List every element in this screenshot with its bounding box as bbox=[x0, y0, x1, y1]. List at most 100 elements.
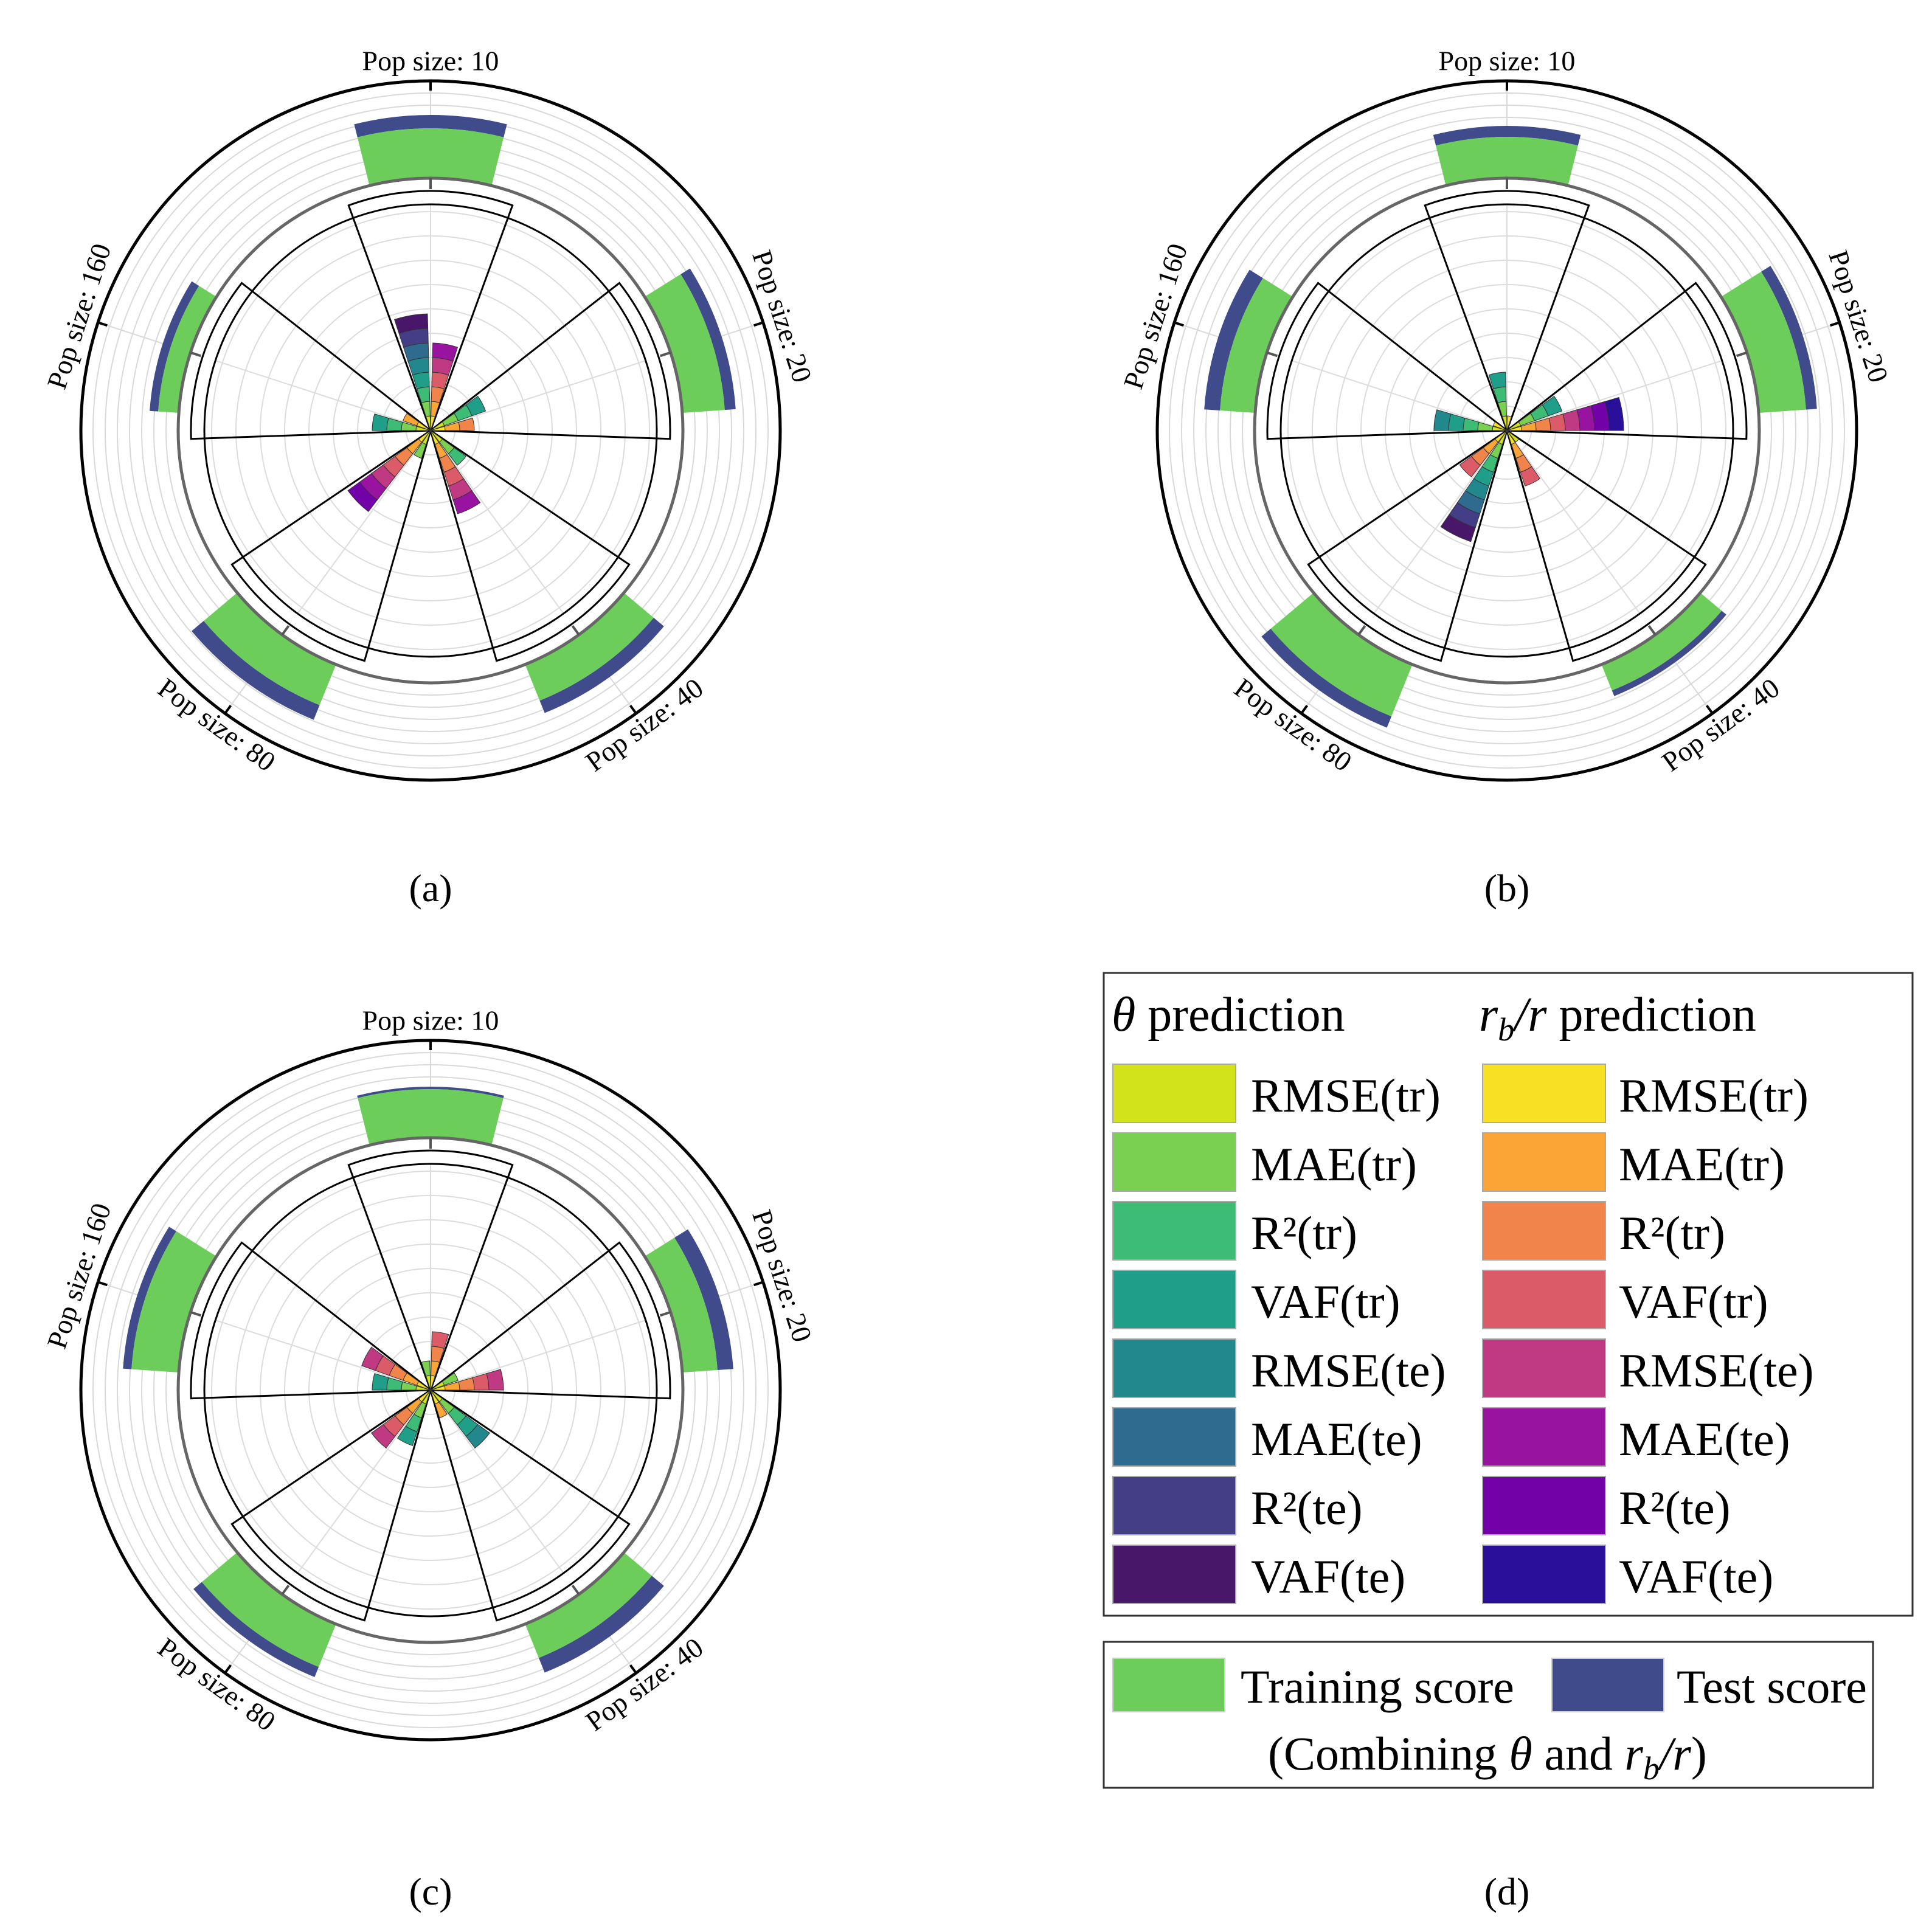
rbr-legend-label: MAE(tr) bbox=[1619, 1138, 1785, 1191]
test-score-bar bbox=[1261, 628, 1392, 728]
middle-tick bbox=[1647, 625, 1657, 635]
theta-legend-label: R²(te) bbox=[1251, 1481, 1363, 1534]
test-score-bar bbox=[680, 268, 736, 410]
rbr-legend-swatch bbox=[1482, 1338, 1606, 1398]
category-label: Pop size: 40 bbox=[580, 672, 709, 777]
training-score-bar bbox=[1270, 592, 1413, 717]
theta-legend-swatch bbox=[1112, 1132, 1236, 1192]
inner-circle bbox=[203, 203, 658, 658]
middle-tick bbox=[281, 625, 290, 635]
training-score-bar bbox=[357, 128, 504, 186]
training-score-swatch bbox=[1112, 1658, 1225, 1712]
legend-swatches: RMSE(tr) RMSE(tr) MAE(tr) MAE(tr) R²(tr) R²(t… bbox=[1112, 1064, 1814, 1604]
training-score-bar bbox=[1601, 592, 1722, 691]
theta-bar-segment bbox=[1440, 514, 1476, 542]
polar-chart-c: Pop size: 10 Pop size: 20 Pop size: 40 Pop … bbox=[41, 1005, 818, 1742]
category-label: Pop size: 10 bbox=[1439, 46, 1576, 77]
outer-tick bbox=[1174, 321, 1184, 327]
outer-tick bbox=[224, 1664, 232, 1674]
theta-legend-label: MAE(te) bbox=[1251, 1413, 1422, 1465]
polar-chart-b: Pop size: 10 Pop size: 20 Pop size: 40 Pop … bbox=[1117, 46, 1894, 782]
theta-legend-swatch bbox=[1112, 1407, 1236, 1467]
training-score-bar bbox=[131, 1231, 217, 1373]
group-outline bbox=[429, 1388, 631, 1622]
rbr-bar-segment bbox=[403, 413, 420, 426]
rbr-legend-swatch bbox=[1482, 1270, 1606, 1329]
middle-tick bbox=[659, 1310, 671, 1317]
rbr-legend-label: RMSE(tr) bbox=[1619, 1069, 1809, 1122]
group-outline bbox=[1307, 428, 1509, 662]
theta-legend-swatch bbox=[1112, 1476, 1236, 1535]
theta-bar-segment bbox=[414, 442, 427, 459]
middle-tick bbox=[1266, 351, 1278, 358]
outer-tick bbox=[1300, 705, 1309, 715]
middle-tick bbox=[571, 1585, 580, 1595]
combining-note: (Combining θ and rb/r) bbox=[1268, 1727, 1707, 1787]
training-score-bar bbox=[1220, 278, 1293, 414]
training-score-bar bbox=[158, 286, 217, 414]
rbr-legend-label: R²(te) bbox=[1619, 1481, 1731, 1534]
theta-legend-label: RMSE(tr) bbox=[1251, 1069, 1441, 1122]
category-label: Pop size: 40 bbox=[580, 1632, 709, 1737]
middle-tick bbox=[571, 625, 580, 635]
outer-tick bbox=[224, 705, 232, 715]
group-outline bbox=[1424, 190, 1590, 434]
rbr-bar-segment bbox=[1562, 409, 1581, 431]
test-score-bar bbox=[539, 617, 664, 713]
group-outline bbox=[428, 282, 671, 440]
caption-b: (b) bbox=[1484, 867, 1530, 910]
training-score-bar bbox=[201, 1552, 336, 1667]
rbr-bar-segment bbox=[434, 1402, 448, 1419]
outer-tick bbox=[1830, 321, 1840, 327]
theta-bar-segment bbox=[1463, 417, 1480, 431]
theta-legend-label: R²(tr) bbox=[1251, 1206, 1357, 1259]
test-score-bar bbox=[150, 281, 199, 412]
inner-spoke bbox=[215, 1320, 431, 1391]
polar-chart-a: Pop size: 10 Pop size: 20 Pop size: 40 Pop … bbox=[41, 46, 818, 782]
rbr-bar-segment bbox=[371, 1424, 396, 1448]
group-outline bbox=[190, 1241, 434, 1400]
rbr-bar-segment bbox=[486, 1369, 504, 1391]
test-score-bar bbox=[1433, 126, 1581, 146]
training-score-bar bbox=[358, 1089, 504, 1146]
inner-spoke bbox=[430, 1320, 646, 1391]
outer-tick bbox=[753, 321, 764, 327]
rbr-bar-segment bbox=[361, 1346, 384, 1371]
theta-legend-swatch bbox=[1112, 1064, 1236, 1123]
group-outline bbox=[1266, 282, 1510, 440]
rbr-bar-segment bbox=[458, 1377, 475, 1391]
test-score-bar bbox=[354, 115, 507, 137]
category-label: Pop size: 160 bbox=[41, 1199, 117, 1352]
middle-tick bbox=[659, 351, 671, 358]
category-label: Pop size: 10 bbox=[362, 46, 499, 77]
theta-legend-swatch bbox=[1112, 1545, 1236, 1604]
middle-tick bbox=[190, 351, 202, 358]
outer-tick bbox=[629, 705, 637, 715]
rbr-legend-swatch bbox=[1482, 1407, 1606, 1467]
rbr-legend-label: R²(tr) bbox=[1619, 1206, 1725, 1259]
caption-c: (c) bbox=[409, 1870, 452, 1913]
rbr-legend-label: VAF(te) bbox=[1619, 1550, 1773, 1603]
outer-tick bbox=[97, 321, 108, 327]
test-score-bar bbox=[674, 1229, 733, 1371]
rbr-legend-label: MAE(te) bbox=[1619, 1413, 1790, 1465]
score-legend-box bbox=[1103, 1641, 1874, 1789]
middle-tick bbox=[1357, 625, 1366, 635]
inner-spoke bbox=[297, 1389, 431, 1574]
theta-legend-label: VAF(te) bbox=[1251, 1550, 1405, 1603]
rbr-legend-swatch bbox=[1482, 1545, 1606, 1604]
inner-spoke bbox=[1506, 430, 1641, 614]
rbr-bar-segment bbox=[1492, 421, 1508, 431]
middle-tick bbox=[190, 1310, 202, 1317]
theta-bar-segment bbox=[1506, 430, 1520, 443]
test-score-bar bbox=[1761, 266, 1817, 410]
group-outline bbox=[428, 1241, 671, 1400]
training-score-bar bbox=[644, 274, 725, 414]
theta-legend-swatch bbox=[1112, 1201, 1236, 1261]
test-score-bar bbox=[123, 1227, 176, 1369]
rbr-legend-header: rb/r prediction bbox=[1479, 988, 1756, 1048]
inner-spoke bbox=[1373, 430, 1508, 614]
group-outline bbox=[230, 1388, 432, 1622]
group-outline bbox=[429, 428, 631, 662]
